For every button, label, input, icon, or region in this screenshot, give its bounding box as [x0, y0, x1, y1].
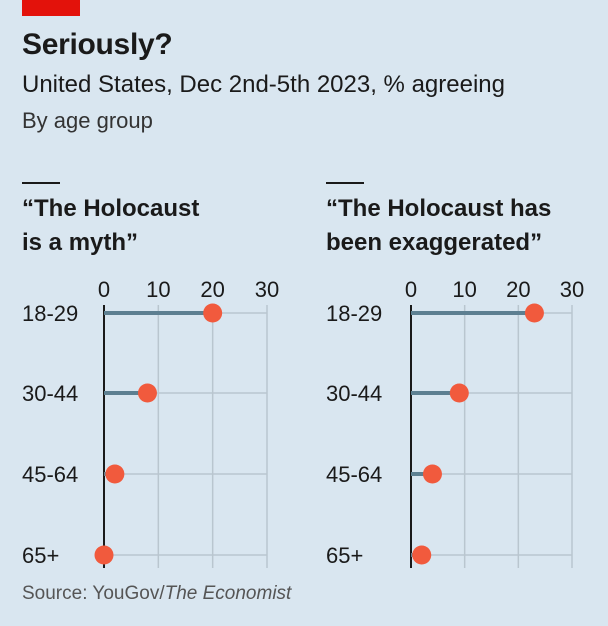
panel-1-dot-65+ [94, 545, 114, 565]
panel-1-title-line1: “The Holocaust [22, 195, 200, 222]
panel-1-dot-30-44 [137, 383, 157, 403]
panel-2-title: “The Holocaust has been exaggerated” [326, 192, 551, 260]
panel-2-tick-label: 10 [452, 277, 476, 302]
panel-1-tick-label: 10 [146, 277, 170, 302]
panel-2-tick-label: 20 [506, 277, 530, 302]
panel-2-title-line1: “The Holocaust has [326, 195, 552, 222]
panel-2-dot-18-29 [524, 303, 544, 323]
panel-1-category-label: 65+ [22, 543, 59, 568]
source-note: Source: YouGov/The Economist [22, 583, 291, 605]
panel-1-rule [22, 182, 60, 184]
panel-2-tick-label: 30 [560, 277, 584, 302]
chart-subtitle-group: By age group [22, 108, 153, 133]
panel-1-category-label: 45-64 [22, 462, 78, 487]
panel-1-dot-18-29 [203, 303, 223, 323]
chart-title: Seriously? [22, 28, 173, 61]
panel-2-category-label: 65+ [326, 543, 363, 568]
panel-2-category-label: 30-44 [326, 381, 382, 406]
panel-1-tick-label: 0 [98, 277, 110, 302]
source-publication: The Economist [164, 583, 292, 604]
panel-1-title-line2: is a myth” [22, 229, 139, 256]
panel-2-title-line2: been exaggerated” [326, 229, 543, 256]
panel-1-tick-label: 30 [255, 277, 279, 302]
source-prefix: Source: YouGov/ [22, 583, 165, 604]
panel-1-category-label: 30-44 [22, 381, 78, 406]
panel-2-rule [326, 182, 364, 184]
panel-2-tick-label: 0 [405, 277, 417, 302]
panel-2-dot-45-64 [422, 464, 442, 484]
panel-1-title: “The Holocaust is a myth” [22, 192, 199, 260]
panel-2-category-label: 18-29 [326, 301, 382, 326]
panel-1-category-label: 18-29 [22, 301, 78, 326]
panel-2-dot-65+ [412, 545, 432, 565]
panel-1-dot-45-64 [105, 464, 125, 484]
panel-1-tick-label: 20 [200, 277, 224, 302]
chart-subtitle: United States, Dec 2nd-5th 2023, % agree… [22, 71, 505, 98]
panel-2-category-label: 45-64 [326, 462, 382, 487]
brand-tag [22, 0, 80, 16]
panel-2-dot-30-44 [449, 383, 469, 403]
